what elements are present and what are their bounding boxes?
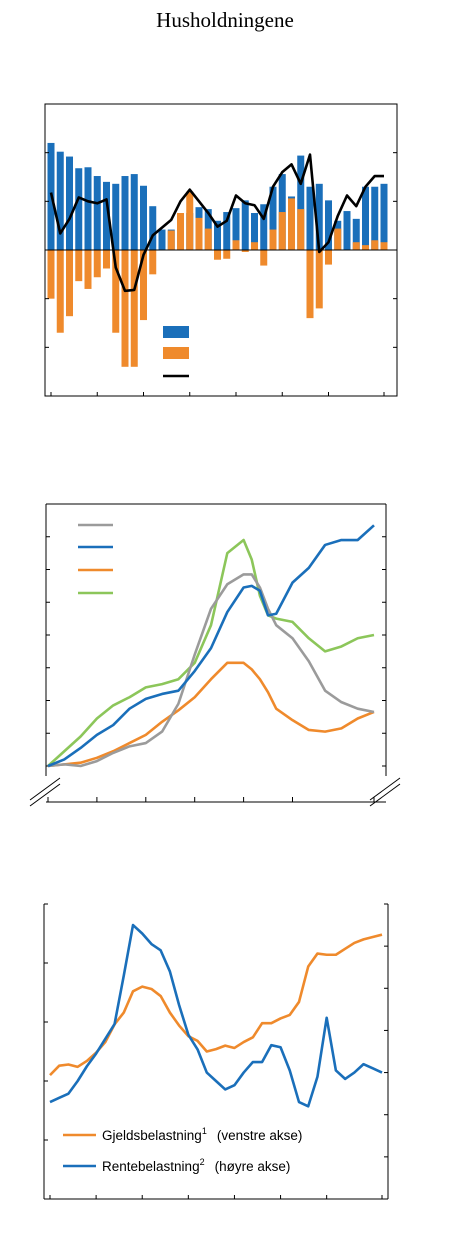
bar-orange [288, 198, 295, 250]
bar-orange [84, 250, 92, 289]
line-norge [47, 524, 375, 768]
bar-blue [149, 206, 157, 250]
legend-axis-note: (venstre akse) [217, 1128, 303, 1143]
axis-break-right [369, 783, 401, 807]
panel-b [29, 503, 401, 807]
bar-orange [47, 250, 55, 299]
bar-orange [223, 250, 231, 259]
line-rentebelastning [49, 923, 383, 1108]
bar-blue [75, 168, 83, 250]
legend-label: Rentebelastning2 (høyre akse) [102, 1157, 290, 1174]
legend-name: Rentebelastning [102, 1159, 200, 1174]
legend-footnote-mark: 1 [202, 1126, 207, 1136]
bar-orange [177, 213, 184, 250]
bar-blue [158, 229, 166, 250]
bar-orange [251, 242, 258, 250]
bar-orange [75, 250, 83, 282]
bar-blue [325, 200, 332, 250]
bar-blue [112, 183, 120, 250]
bar-orange [241, 250, 249, 252]
bar-orange [297, 209, 305, 250]
legend-swatch-orange [163, 347, 189, 359]
bar-blue [306, 186, 314, 250]
bar-orange [93, 250, 101, 278]
bar-blue [241, 200, 249, 250]
bar-orange [232, 240, 240, 250]
legend-axis-note: (høyre akse) [215, 1159, 291, 1174]
bar-orange [352, 242, 360, 250]
bar-blue [214, 220, 221, 250]
bar-orange [260, 250, 268, 266]
bar-orange [204, 228, 212, 250]
line-gjeldsbelastning [49, 933, 383, 1077]
bar-blue [269, 186, 277, 250]
bar-orange [362, 245, 369, 250]
bar-orange [56, 250, 64, 333]
axis-break-left [29, 783, 61, 807]
bar-blue [343, 211, 351, 250]
bar-orange [371, 240, 379, 250]
bar-blue [232, 208, 240, 250]
panel-a [44, 103, 398, 397]
line-spania [47, 573, 375, 768]
bar-blue [352, 218, 360, 250]
bar-orange [315, 250, 323, 309]
bar-orange [269, 229, 277, 250]
panel-c: Gjeldsbelastning1 (venstre akse) Rentebela… [43, 903, 389, 1200]
bar-orange [214, 250, 221, 260]
line-danmark [47, 538, 375, 767]
bar-orange [130, 250, 138, 367]
legend-label: Gjeldsbelastning1 (venstre akse) [102, 1126, 302, 1143]
bar-orange [186, 191, 194, 250]
bar-blue [140, 185, 147, 250]
bar-blue [130, 174, 138, 250]
bar-orange [334, 228, 342, 250]
legend-swatch-blue [163, 326, 189, 338]
axis-break-right [369, 777, 401, 801]
legend-footnote-mark: 2 [200, 1157, 205, 1167]
bar-orange [149, 250, 157, 275]
bar-blue [362, 186, 369, 250]
legend-name: Gjeldsbelastning [102, 1128, 202, 1143]
bar-orange [195, 217, 203, 250]
bar-blue [121, 176, 129, 250]
bar-orange [167, 230, 175, 250]
bar-blue [251, 213, 258, 250]
bar-orange [306, 250, 314, 319]
bar-blue [103, 181, 110, 250]
bar-orange [380, 242, 388, 250]
bar-blue [380, 183, 388, 250]
bar-blue [371, 186, 379, 250]
bar-blue [223, 212, 231, 250]
page-title: Husholdningene [156, 8, 294, 32]
bar-orange [325, 250, 332, 265]
bar-blue [315, 183, 323, 250]
bar-orange [278, 212, 286, 250]
bar-orange [140, 250, 147, 321]
bar-blue [56, 151, 64, 250]
bar-blue [66, 156, 73, 250]
bar-orange [112, 250, 120, 333]
axis-break-left [29, 777, 61, 801]
bar-blue [93, 176, 101, 250]
line-usa [47, 661, 375, 768]
bar-orange [121, 250, 129, 367]
bar-blue [260, 204, 268, 250]
bar-blue [297, 155, 305, 250]
bar-orange [103, 250, 110, 269]
bar-orange [66, 250, 73, 317]
sparerate-line [49, 153, 384, 293]
bar-blue [84, 167, 92, 250]
